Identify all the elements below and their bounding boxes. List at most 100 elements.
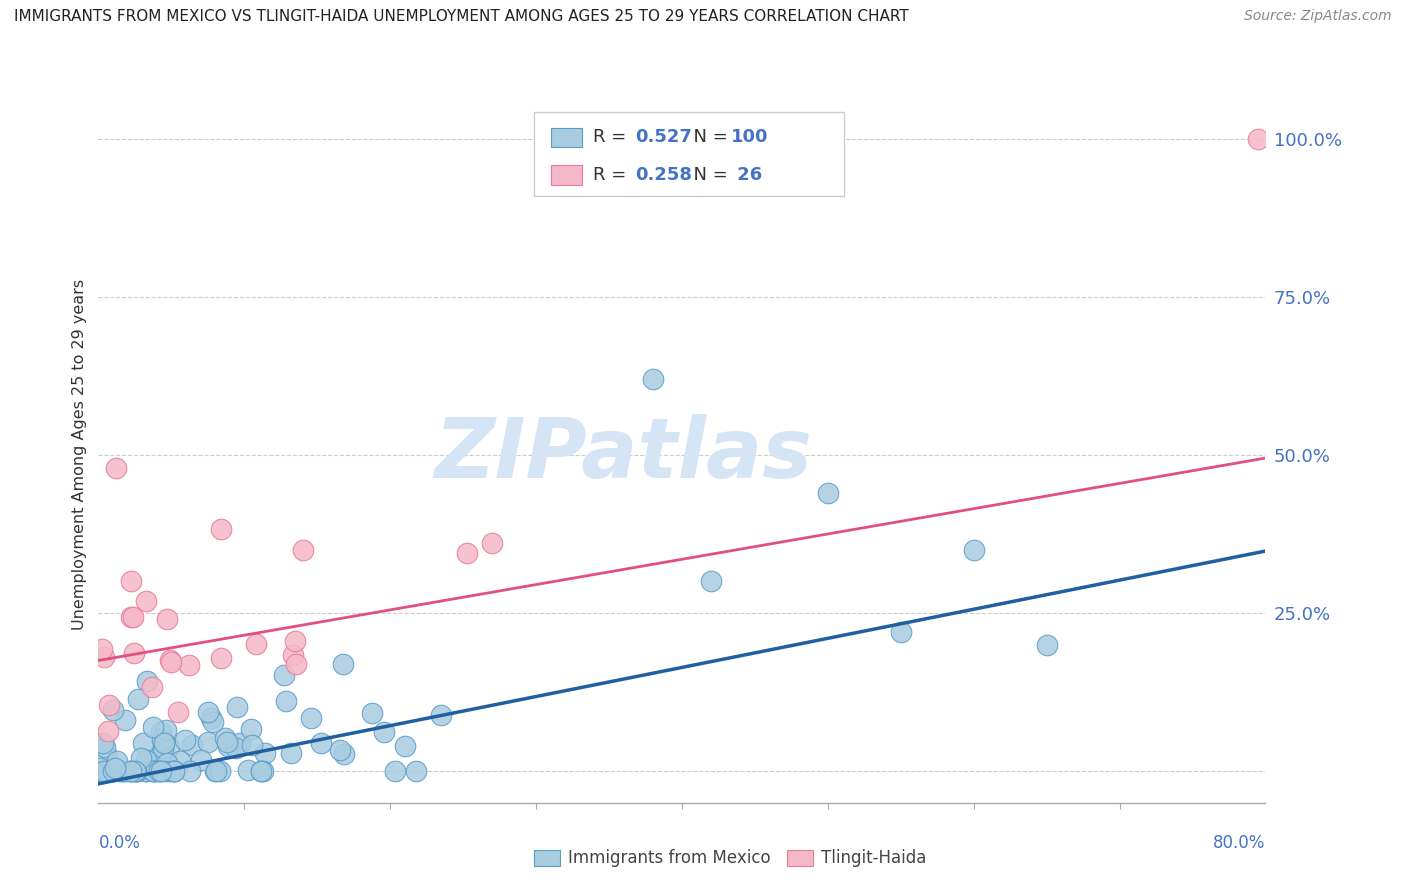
Point <box>174 733 197 747</box>
Point <box>197 705 219 719</box>
Point <box>1247 131 1270 145</box>
Point <box>456 546 478 560</box>
Point <box>89 761 111 775</box>
Point <box>150 724 173 739</box>
Point <box>125 764 148 779</box>
Point <box>114 713 136 727</box>
Point <box>197 735 219 749</box>
Point <box>200 711 222 725</box>
Point <box>97 723 120 738</box>
Point <box>98 698 121 713</box>
Point <box>239 723 262 737</box>
Text: Immigrants from Mexico: Immigrants from Mexico <box>568 849 770 867</box>
Point <box>190 753 212 767</box>
Point <box>253 746 276 760</box>
Point <box>299 711 322 725</box>
Point <box>153 736 176 750</box>
Text: 0.0%: 0.0% <box>98 834 141 852</box>
Point <box>236 763 259 777</box>
Point <box>91 736 114 750</box>
Point <box>641 372 664 386</box>
Text: 26: 26 <box>731 166 762 184</box>
Point <box>111 764 134 779</box>
Point <box>150 733 173 747</box>
Point <box>291 542 314 557</box>
Point <box>273 668 295 682</box>
Y-axis label: Unemployment Among Ages 25 to 29 years: Unemployment Among Ages 25 to 29 years <box>72 279 87 631</box>
Point <box>311 736 333 750</box>
Point <box>122 610 145 624</box>
Point <box>181 738 204 752</box>
Point <box>394 739 416 754</box>
Point <box>285 657 308 671</box>
Point <box>1035 638 1057 652</box>
Point <box>149 764 172 779</box>
Point <box>405 764 427 779</box>
Text: N =: N = <box>682 128 734 146</box>
Point <box>283 648 305 662</box>
Point <box>360 706 382 721</box>
Point <box>333 747 356 762</box>
Point <box>700 574 723 589</box>
Point <box>127 692 149 706</box>
Point <box>132 736 155 750</box>
Point <box>150 764 173 779</box>
Text: ZIPatlas: ZIPatlas <box>434 415 813 495</box>
Point <box>373 725 395 739</box>
Point <box>155 723 177 737</box>
Point <box>217 735 239 749</box>
Point <box>817 486 839 500</box>
Point <box>159 655 181 669</box>
Point <box>229 736 252 750</box>
Point <box>124 646 146 660</box>
Point <box>890 625 912 640</box>
Point <box>93 764 115 779</box>
Point <box>104 460 127 475</box>
Point <box>384 764 406 779</box>
Point <box>332 657 354 672</box>
Point <box>159 740 181 755</box>
Point <box>225 699 247 714</box>
Point <box>143 764 166 779</box>
Point <box>152 735 174 749</box>
Point <box>217 739 239 754</box>
Point <box>163 764 186 779</box>
Point <box>163 764 186 779</box>
Point <box>962 542 984 557</box>
Point <box>97 764 120 779</box>
Point <box>252 764 274 779</box>
Point <box>276 694 298 708</box>
Text: 0.258: 0.258 <box>636 166 693 184</box>
Point <box>153 764 176 779</box>
Point <box>250 764 273 779</box>
Point <box>179 764 201 779</box>
Point <box>125 764 148 779</box>
Text: Tlingit-Haida: Tlingit-Haida <box>821 849 927 867</box>
Point <box>163 764 186 779</box>
Text: 100: 100 <box>731 128 769 146</box>
Point <box>204 764 226 779</box>
Text: IMMIGRANTS FROM MEXICO VS TLINGIT-HAIDA UNEMPLOYMENT AMONG AGES 25 TO 29 YEARS C: IMMIGRANTS FROM MEXICO VS TLINGIT-HAIDA … <box>14 9 908 24</box>
Point <box>111 764 134 779</box>
Point <box>209 651 232 665</box>
Point <box>209 522 232 536</box>
Point <box>209 764 232 779</box>
Point <box>103 764 125 779</box>
Text: Source: ZipAtlas.com: Source: ZipAtlas.com <box>1244 9 1392 23</box>
Point <box>120 764 142 779</box>
Point <box>142 764 165 779</box>
Point <box>90 764 112 779</box>
Point <box>143 764 166 779</box>
Point <box>94 739 117 754</box>
Point <box>142 720 165 734</box>
Point <box>104 761 127 775</box>
Point <box>240 738 263 752</box>
Point <box>122 764 145 779</box>
Point <box>429 708 451 723</box>
Text: N =: N = <box>682 166 734 184</box>
Point <box>125 764 148 779</box>
Text: R =: R = <box>593 166 633 184</box>
Point <box>202 714 225 729</box>
Point <box>124 764 146 779</box>
Point <box>156 611 179 625</box>
